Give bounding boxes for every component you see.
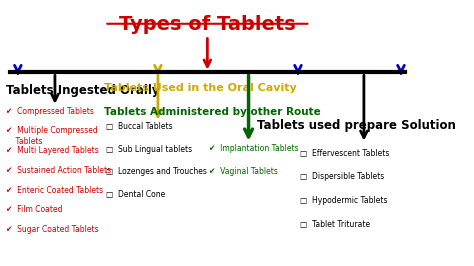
Text: ✔  Vaginal Tablets: ✔ Vaginal Tablets [210,167,278,176]
Text: □  Lozenges and Trouches: □ Lozenges and Trouches [107,167,207,176]
Text: Tablets Ingested Orally: Tablets Ingested Orally [6,84,159,97]
Text: □  Dental Cone: □ Dental Cone [107,190,166,199]
Text: ✔  Sustained Action Tablets: ✔ Sustained Action Tablets [6,166,110,175]
Text: ✔  Sugar Coated Tablets: ✔ Sugar Coated Tablets [6,225,98,234]
Text: □  Hypodermic Tablets: □ Hypodermic Tablets [300,196,388,205]
Text: □  Tablet Triturate: □ Tablet Triturate [300,220,370,229]
Text: Tablets used prepare Solution: Tablets used prepare Solution [257,119,456,131]
Text: □  Effervescent Tablets: □ Effervescent Tablets [300,149,390,158]
Text: □  Buccal Tablets: □ Buccal Tablets [107,122,173,131]
Text: ✔  Compressed Tablets: ✔ Compressed Tablets [6,107,93,116]
Text: ✔  Multi Layered Tablets: ✔ Multi Layered Tablets [6,146,98,155]
Text: ✔  Implantation Tablets: ✔ Implantation Tablets [210,144,299,152]
Text: □  Dispersible Tablets: □ Dispersible Tablets [300,172,384,181]
Text: ✔  Enteric Coated Tablets: ✔ Enteric Coated Tablets [6,186,103,195]
Text: ✔  Multiple Compressed
    Tablets: ✔ Multiple Compressed Tablets [6,126,97,146]
Text: Types of Tablets: Types of Tablets [119,15,296,34]
Text: Tablets Used in the Oral Cavity: Tablets Used in the Oral Cavity [104,83,297,93]
Text: □  Sub Lingual tablets: □ Sub Lingual tablets [107,145,192,154]
Text: Tablets Administered by other Route: Tablets Administered by other Route [104,107,321,117]
Text: ✔  Film Coated: ✔ Film Coated [6,205,62,214]
